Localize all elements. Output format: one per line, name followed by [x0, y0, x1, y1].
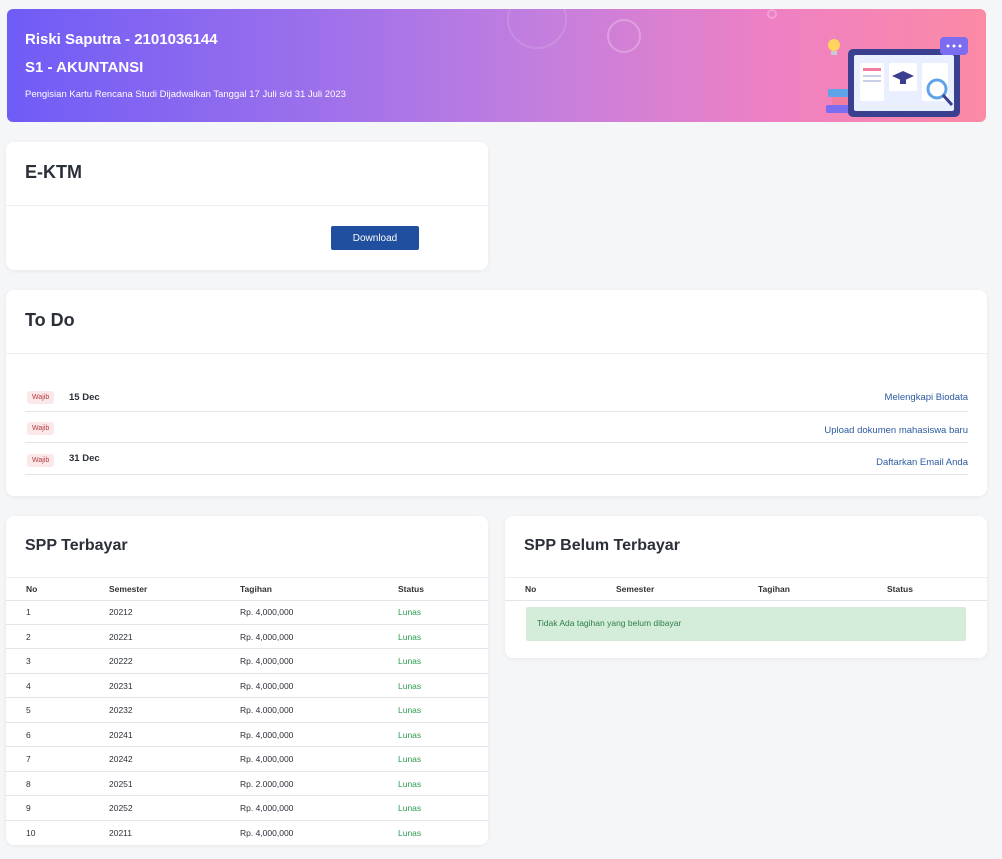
todo-link-register-email[interactable]: Daftarkan Email Anda — [876, 457, 968, 468]
cell-semester: 20242 — [109, 754, 133, 764]
table-row: 3 20222 Rp. 4,000,000 Lunas — [6, 649, 488, 674]
spp-unpaid-title: SPP Belum Terbayar — [524, 537, 680, 554]
table-row: 1 20212 Rp. 4,000,000 Lunas — [6, 600, 488, 625]
cell-status: Lunas — [398, 729, 422, 740]
table-header-divider — [505, 600, 987, 601]
study-program: S1 - AKUNTANSI — [25, 59, 144, 76]
ektm-card: E-KTM Download — [6, 142, 488, 270]
cell-semester: 20241 — [109, 729, 133, 740]
cell-status: Lunas — [398, 680, 422, 691]
column-header-tagihan: Tagihan — [240, 584, 272, 594]
laptop-education-illustration — [826, 37, 968, 117]
cell-no: 1 — [26, 607, 31, 617]
table-row: 6 20241 Rp. 4,000,000 Lunas — [6, 723, 488, 747]
cell-tagihan: Rp. 4.000,000 — [240, 705, 294, 715]
cell-tagihan: Rp. 4,000,000 — [240, 803, 294, 813]
cell-tagihan: Rp. 4,000,000 — [240, 680, 294, 691]
cell-semester: 20231 — [109, 680, 133, 691]
todo-link-biodata[interactable]: Melengkapi Biodata — [884, 392, 968, 403]
cell-no: 2 — [26, 631, 31, 642]
cell-no: 5 — [26, 705, 31, 715]
card-divider — [6, 205, 488, 206]
table-row: 9 20252 Rp. 4,000,000 Lunas — [6, 796, 488, 821]
todo-title: To Do — [25, 310, 75, 330]
cell-semester: 20252 — [109, 803, 133, 813]
card-divider — [6, 353, 987, 354]
cell-tagihan: Rp. 4,000,000 — [240, 656, 294, 666]
cell-status: Lunas — [398, 631, 422, 642]
required-badge: Wajib — [27, 422, 55, 435]
spp-paid-card: SPP Terbayar No Semester Tagihan Status … — [6, 516, 488, 845]
cell-no: 7 — [26, 754, 31, 764]
column-header-no: No — [525, 584, 537, 594]
cell-no: 10 — [26, 827, 36, 838]
cell-no: 9 — [26, 803, 31, 813]
todo-card: To Do Wajib 15 Dec Melengkapi Biodata Wa… — [6, 290, 987, 496]
cell-status: Lunas — [398, 827, 422, 838]
spp-unpaid-card: SPP Belum Terbayar No Semester Tagihan S… — [505, 516, 987, 658]
cell-semester: 20221 — [109, 631, 133, 642]
cell-no: 3 — [26, 656, 31, 666]
table-header-divider — [6, 600, 488, 601]
table-row: 7 20242 Rp. 4,000,000 Lunas — [6, 747, 488, 772]
column-header-status: Status — [398, 584, 424, 594]
cell-tagihan: Rp. 4,000,000 — [240, 631, 294, 642]
required-badge: Wajib — [27, 454, 55, 467]
download-ektm-button[interactable]: Download — [331, 226, 419, 250]
table-row: 5 20232 Rp. 4.000,000 Lunas — [6, 698, 488, 723]
decor-circle — [607, 19, 641, 53]
todo-link-upload-documents[interactable]: Upload dokumen mahasiswa baru — [824, 425, 968, 436]
column-header-no: No — [26, 584, 38, 594]
cell-semester: 20212 — [109, 607, 133, 617]
cell-status: Lunas — [398, 656, 422, 666]
cell-status: Lunas — [398, 778, 422, 789]
decor-circle — [507, 9, 567, 49]
cell-tagihan: Rp. 2.000,000 — [240, 778, 294, 789]
card-divider — [6, 577, 488, 578]
todo-item: Wajib 15 Dec Melengkapi Biodata — [25, 381, 968, 412]
table-row: 2 20221 Rp. 4,000,000 Lunas — [6, 625, 488, 649]
table-row: 8 20251 Rp. 2.000,000 Lunas — [6, 772, 488, 796]
student-banner: Riski Saputra - 2101036144 S1 - AKUNTANS… — [7, 9, 986, 122]
cell-status: Lunas — [398, 803, 422, 813]
card-divider — [505, 577, 987, 578]
todo-item: Wajib Upload dokumen mahasiswa baru — [25, 412, 968, 443]
krs-schedule: Pengisian Kartu Rencana Studi Dijadwalka… — [25, 89, 346, 100]
cell-no: 8 — [26, 778, 31, 789]
todo-date: 15 Dec — [69, 392, 100, 403]
cell-semester: 20232 — [109, 705, 133, 715]
cell-tagihan: Rp. 4,000,000 — [240, 607, 294, 617]
cell-status: Lunas — [398, 705, 422, 715]
spp-paid-title: SPP Terbayar — [25, 537, 128, 554]
column-header-tagihan: Tagihan — [758, 584, 790, 594]
cell-tagihan: Rp. 4,000,000 — [240, 729, 294, 740]
cell-status: Lunas — [398, 754, 422, 764]
cell-no: 6 — [26, 729, 31, 740]
student-name: Riski Saputra - 2101036144 — [25, 31, 218, 48]
no-unpaid-bills-alert: Tidak Ada tagihan yang belum dibayar — [526, 607, 966, 641]
cell-semester: 20251 — [109, 778, 133, 789]
cell-tagihan: Rp. 4,000,000 — [240, 827, 294, 838]
cell-semester: 20211 — [109, 827, 133, 838]
todo-item: Wajib 31 Dec Daftarkan Email Anda — [25, 444, 968, 475]
ektm-title: E-KTM — [25, 162, 82, 182]
table-row: 10 20211 Rp. 4,000,000 Lunas — [6, 821, 488, 846]
cell-tagihan: Rp. 4,000,000 — [240, 754, 294, 764]
column-header-semester: Semester — [109, 584, 148, 594]
decor-circle — [767, 9, 777, 19]
cell-semester: 20222 — [109, 656, 133, 666]
column-header-semester: Semester — [616, 584, 655, 594]
cell-no: 4 — [26, 680, 31, 691]
column-header-status: Status — [887, 584, 913, 594]
todo-date: 31 Dec — [69, 453, 100, 464]
cell-status: Lunas — [398, 607, 422, 617]
required-badge: Wajib — [27, 391, 55, 404]
table-row: 4 20231 Rp. 4,000,000 Lunas — [6, 674, 488, 698]
